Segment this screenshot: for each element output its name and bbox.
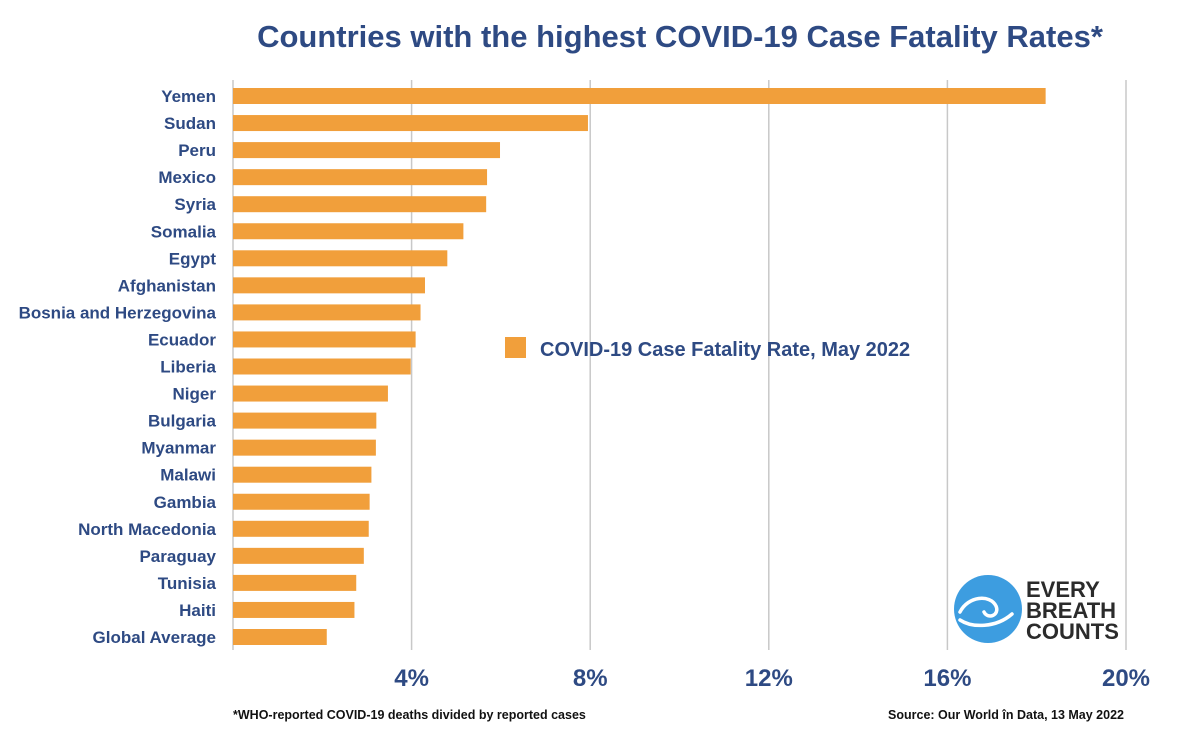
- category-label: Tunisia: [158, 574, 217, 593]
- logo-text-every: EVERY: [1026, 577, 1100, 602]
- bar: [233, 250, 448, 267]
- bar: [233, 574, 357, 591]
- bar: [233, 196, 487, 213]
- every-breath-counts-logo: EVERY BREATH COUNTS: [954, 575, 1119, 644]
- category-label: Egypt: [169, 249, 217, 268]
- legend: COVID-19 Case Fatality Rate, May 2022: [505, 337, 910, 361]
- bars: [233, 88, 1046, 645]
- category-label: Niger: [173, 385, 217, 404]
- x-tick-label: 4%: [394, 665, 429, 692]
- bar: [233, 223, 464, 240]
- bar: [233, 412, 377, 429]
- category-label: Yemen: [161, 87, 216, 106]
- logo-text-breath: BREATH: [1026, 598, 1116, 623]
- category-label: Bulgaria: [148, 412, 217, 431]
- category-label: Gambia: [154, 493, 217, 512]
- bar: [233, 466, 372, 483]
- bar: [233, 277, 425, 294]
- category-label: Global Average: [93, 628, 216, 647]
- logo-text-counts: COUNTS: [1026, 619, 1119, 644]
- category-label: Syria: [174, 195, 216, 214]
- legend-swatch: [505, 337, 526, 358]
- bar: [233, 601, 355, 618]
- bar: [233, 439, 376, 456]
- bar: [233, 358, 411, 375]
- bar: [233, 385, 388, 402]
- category-labels: Yemen Sudan Peru Mexico Syria Somalia Egypt Afg…: [19, 87, 217, 647]
- chart-title: Countries with the highest COVID-19 Case…: [257, 19, 1104, 54]
- category-label: Paraguay: [139, 547, 216, 566]
- category-label: Malawi: [160, 466, 216, 485]
- bar: [233, 547, 364, 564]
- bar: [233, 629, 327, 645]
- x-tick-label: 20%: [1102, 665, 1150, 692]
- category-label: North Macedonia: [78, 520, 216, 539]
- logo-wave-swirl: [958, 596, 1014, 628]
- bar: [233, 88, 1046, 104]
- category-label: Ecuador: [148, 330, 216, 349]
- category-label: Sudan: [164, 114, 216, 133]
- bar: [233, 169, 488, 186]
- x-tick-label: 8%: [573, 665, 608, 692]
- x-tick-labels: 4% 8% 12% 16% 20%: [394, 665, 1150, 692]
- legend-label: COVID-19 Case Fatality Rate, May 2022: [540, 339, 910, 361]
- bar: [233, 520, 369, 537]
- bar: [233, 142, 501, 159]
- bar: [233, 331, 416, 348]
- x-tick-label: 12%: [745, 665, 793, 692]
- logo-wave-icon: [954, 575, 1022, 643]
- bar: [233, 304, 421, 321]
- category-label: Myanmar: [141, 439, 216, 458]
- category-label: Liberia: [160, 358, 216, 377]
- bar: [233, 115, 588, 132]
- category-label: Haiti: [179, 601, 216, 620]
- footnote: *WHO-reported COVID-19 deaths divided by…: [233, 708, 586, 722]
- x-tick-label: 16%: [923, 665, 971, 692]
- source-note: Source: Our World în Data, 13 May 2022: [888, 708, 1124, 722]
- category-label: Mexico: [158, 168, 216, 187]
- category-label: Peru: [178, 141, 216, 160]
- category-label: Afghanistan: [118, 276, 216, 295]
- bar: [233, 493, 370, 510]
- category-label: Bosnia and Herzegovina: [19, 303, 217, 322]
- category-label: Somalia: [151, 222, 217, 241]
